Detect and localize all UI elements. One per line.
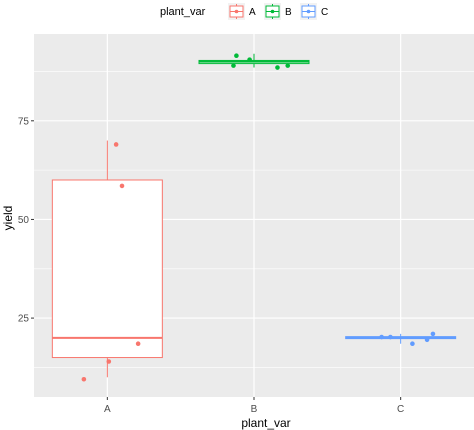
box-A xyxy=(51,140,163,378)
x-axis-title: plant_var xyxy=(241,416,290,430)
x-tick-label: B xyxy=(251,404,258,415)
legend-keys: A B C xyxy=(228,3,328,20)
y-tick-label: 50 xyxy=(18,215,30,226)
data-point-C xyxy=(424,337,430,343)
y-tick-label: 75 xyxy=(18,116,30,127)
data-point-C xyxy=(410,341,415,347)
data-point-B xyxy=(285,63,291,68)
x-tick-label: C xyxy=(397,404,404,415)
data-point-B xyxy=(275,65,280,70)
y-axis: 25 50 75 xyxy=(18,116,34,325)
legend-item-C: C xyxy=(300,3,328,20)
data-point-C xyxy=(379,334,384,340)
data-point-B xyxy=(234,53,239,59)
x-tick-label: A xyxy=(104,404,111,415)
legend-key-point xyxy=(306,9,311,14)
boxes xyxy=(51,53,457,378)
data-point-C xyxy=(430,331,436,337)
x-axis: A B C xyxy=(104,397,404,415)
legend-label: C xyxy=(321,7,328,18)
data-point-A xyxy=(81,376,87,382)
legend-key-point xyxy=(234,9,239,14)
box-B xyxy=(198,53,310,68)
legend-title: plant_var xyxy=(160,6,206,18)
legend-label: B xyxy=(285,7,292,18)
box-body xyxy=(51,179,163,359)
legend-key-point xyxy=(270,9,275,14)
data-point-C xyxy=(388,334,393,340)
legend-item-B: B xyxy=(264,3,292,20)
data-point-B xyxy=(247,57,252,62)
legend: plant_var A B C xyxy=(160,3,328,20)
legend-item-A: A xyxy=(228,3,256,20)
data-point-A xyxy=(106,359,112,364)
data-point-A xyxy=(113,142,119,147)
data-point-B xyxy=(231,63,236,68)
y-tick-label: 25 xyxy=(18,314,30,325)
data-points xyxy=(81,53,436,382)
legend-label: A xyxy=(249,7,256,18)
y-axis-title: yield xyxy=(1,206,15,231)
box-C xyxy=(345,333,457,344)
data-point-A xyxy=(135,341,141,347)
data-point-A xyxy=(119,183,125,189)
